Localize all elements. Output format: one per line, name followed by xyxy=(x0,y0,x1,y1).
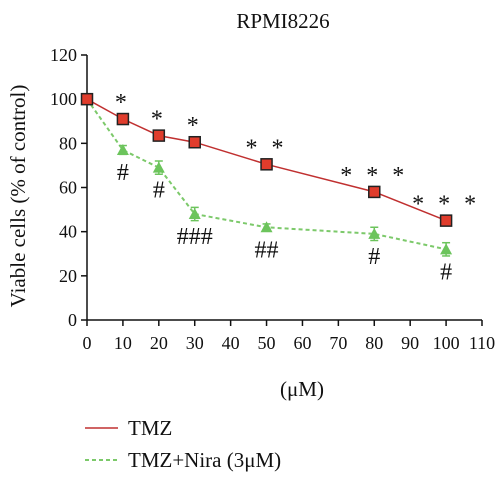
significance-label: # xyxy=(440,259,452,285)
significance-label: * xyxy=(151,107,167,133)
data-point xyxy=(188,135,201,149)
y-tick-label: 80 xyxy=(59,133,77,153)
data-point xyxy=(260,158,273,171)
data-point xyxy=(368,227,381,239)
y-axis-label: Viable cells (% of control) xyxy=(6,85,30,308)
x-tick-label: 50 xyxy=(258,333,276,353)
x-tick-label: 30 xyxy=(186,333,204,353)
significance-label: # xyxy=(153,178,165,204)
legend-label: TMZ xyxy=(128,416,172,440)
series-tmz-nira-3-m: ####### ## xyxy=(81,93,453,285)
data-point xyxy=(80,92,94,106)
x-tick-label: 70 xyxy=(329,333,347,353)
data-point xyxy=(368,185,381,199)
y-tick-label: 0 xyxy=(68,310,77,330)
x-tick-label: 0 xyxy=(83,333,92,353)
x-tick-label: 10 xyxy=(114,333,132,353)
legend-label: TMZ+Nira (3μM) xyxy=(128,448,281,472)
significance-label: ### xyxy=(177,224,213,250)
data-point xyxy=(188,208,201,219)
x-tick-label: 80 xyxy=(365,333,383,353)
chart-title: RPMI8226 xyxy=(236,9,329,33)
data-point xyxy=(116,112,130,126)
x-tick-label: 20 xyxy=(150,333,168,353)
x-axis-label: (μM) xyxy=(280,377,324,401)
significance-label: * * * xyxy=(412,192,480,218)
y-tick-label: 60 xyxy=(59,178,77,198)
legend-item-tmz-nira-3-m: TMZ+Nira (3μM) xyxy=(85,448,281,472)
significance-label: * * xyxy=(246,135,288,161)
significance-label: ## xyxy=(255,237,279,263)
data-point xyxy=(439,214,453,227)
significance-label: * xyxy=(115,90,131,116)
data-point xyxy=(260,221,273,233)
y-tick-label: 100 xyxy=(50,89,77,109)
legend: TMZ TMZ+Nira (3μM) xyxy=(85,416,281,472)
plot-area: ####### ##** ** ** * ** * * xyxy=(80,90,480,285)
x-tick-label: 40 xyxy=(222,333,240,353)
data-point xyxy=(116,143,129,155)
x-tick-label: 110 xyxy=(469,333,495,353)
significance-label: * xyxy=(187,113,203,139)
x-tick-label: 90 xyxy=(401,333,419,353)
legend-item-tmz: TMZ xyxy=(85,416,172,440)
series-tmz: * * * * * * * ** * * xyxy=(80,90,480,227)
significance-label: # xyxy=(117,160,129,186)
data-point xyxy=(152,129,166,142)
axes: 0 20 40 60 80 100 120 0 10 20 30 40 50 60 70 80 90 100 110 xyxy=(50,45,495,353)
y-tick-label: 120 xyxy=(50,45,77,65)
x-tick-label: 100 xyxy=(433,333,460,353)
y-tick-label: 20 xyxy=(59,266,77,286)
significance-label: * * * xyxy=(340,163,408,189)
data-point xyxy=(440,243,453,255)
y-tick-label: 40 xyxy=(59,222,77,242)
significance-label: # xyxy=(368,244,380,270)
x-tick-label: 60 xyxy=(293,333,311,353)
data-point xyxy=(152,161,165,173)
